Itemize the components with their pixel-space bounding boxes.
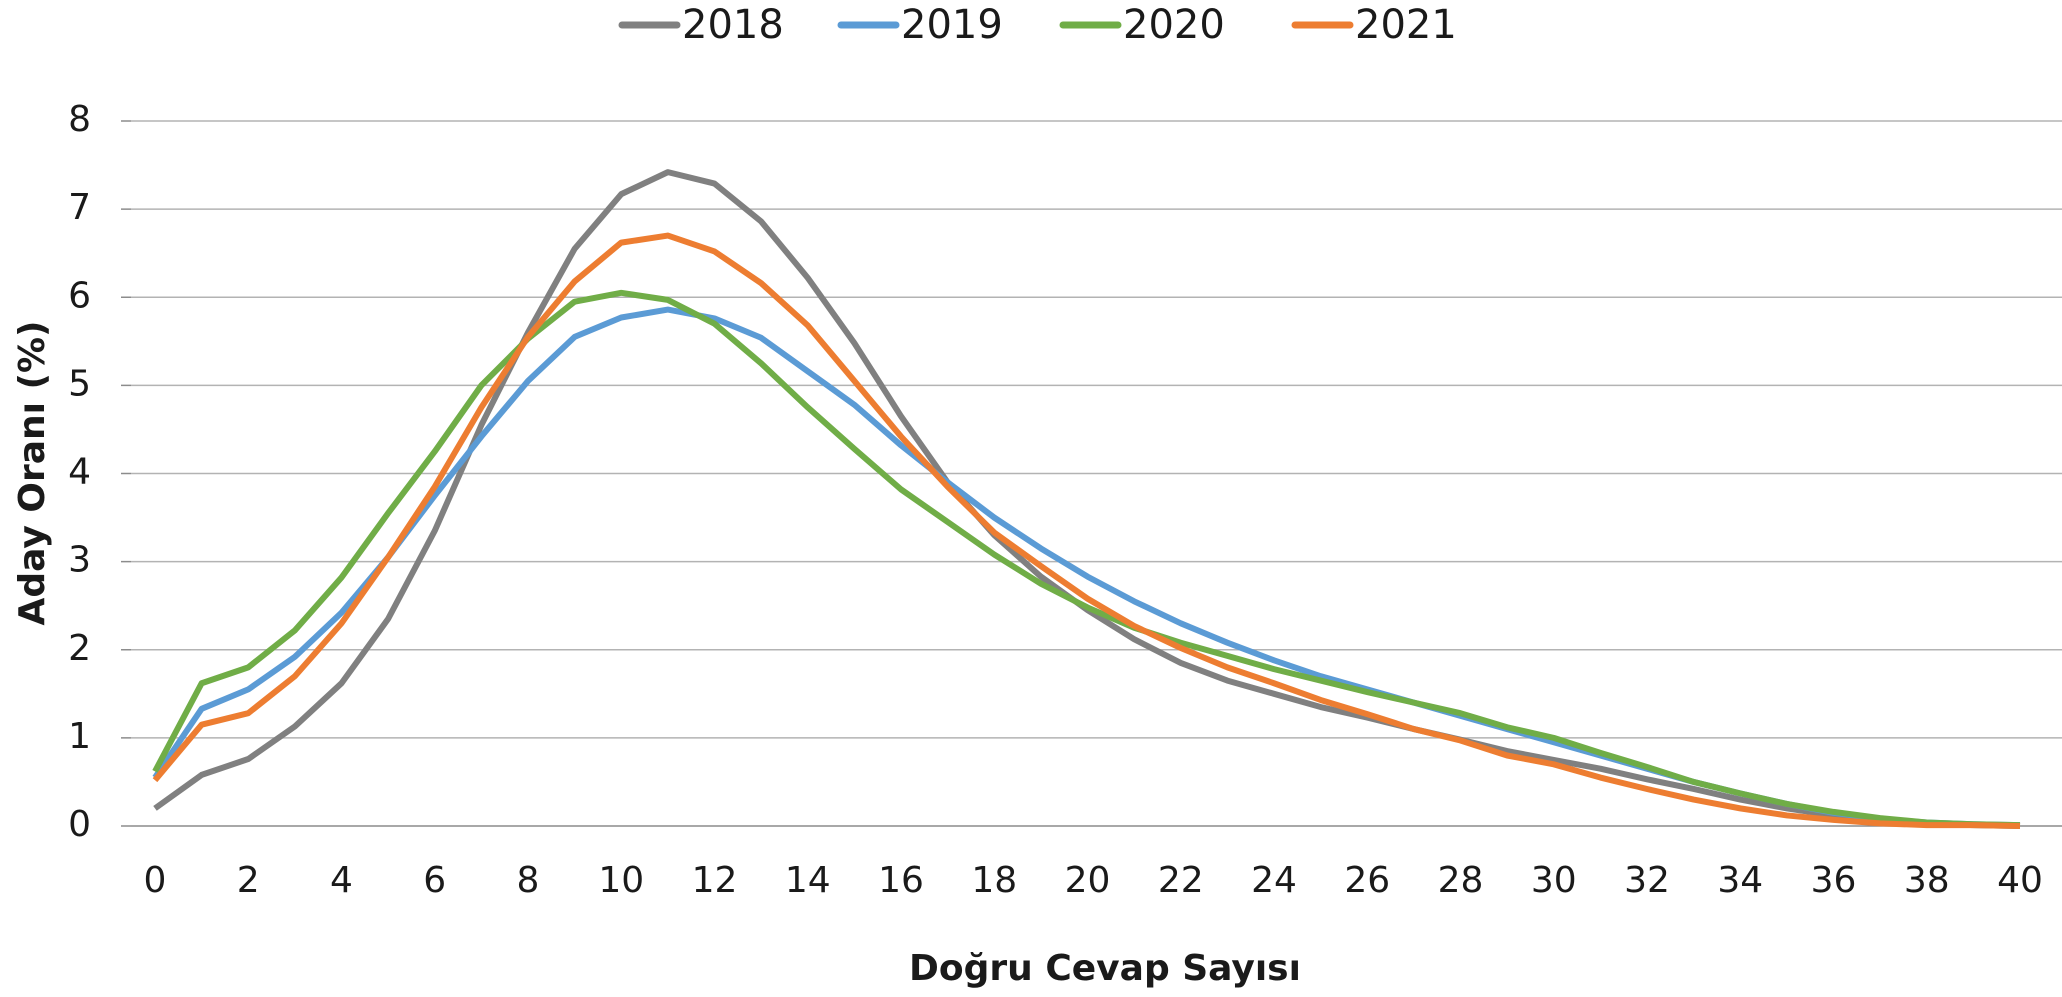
x-tick-label: 36: [1811, 860, 1857, 901]
series-line: [152, 289, 2021, 829]
x-tick-label: 14: [785, 860, 831, 901]
x-tick-label: 26: [1344, 860, 1390, 901]
legend-label: 2020: [1123, 2, 1225, 48]
x-tick-label: 2: [237, 860, 260, 901]
x-tick-label: 22: [1158, 860, 1204, 901]
x-tick-label: 38: [1904, 860, 1950, 901]
series-line: [152, 232, 2021, 829]
x-tick-label: 10: [598, 860, 644, 901]
x-tick-label: 28: [1438, 860, 1484, 901]
x-tick-label: 12: [692, 860, 738, 901]
x-tick-label: 30: [1531, 860, 1577, 901]
y-tick-label: 0: [68, 804, 91, 845]
x-tick-label: 20: [1065, 860, 1111, 901]
x-tick-label: 8: [517, 860, 540, 901]
legend-label: 2019: [901, 2, 1003, 48]
x-tick-label: 0: [144, 860, 167, 901]
y-tick-label: 4: [68, 452, 91, 493]
x-tick-label: 4: [330, 860, 353, 901]
y-tick-label: 2: [68, 628, 91, 669]
x-tick-label: 24: [1251, 860, 1297, 901]
series-line: [152, 306, 2021, 829]
y-tick-label: 5: [68, 363, 91, 404]
y-tick-label: 8: [68, 99, 91, 140]
x-tick-label: 18: [971, 860, 1017, 901]
y-tick-label: 7: [68, 187, 91, 228]
x-tick-label: 32: [1624, 860, 1670, 901]
x-tick-label: 16: [878, 860, 924, 901]
legend-label: 2021: [1355, 2, 1457, 48]
y-axis-title: Aday Oranı (%): [12, 321, 53, 626]
legend-label: 2018: [682, 2, 784, 48]
y-tick-label: 6: [68, 275, 91, 316]
x-tick-label: 6: [423, 860, 446, 901]
x-axis-title: Doğru Cevap Sayısı: [909, 948, 1301, 989]
y-tick-label: 3: [68, 540, 91, 581]
y-tick-label: 1: [68, 716, 91, 757]
x-tick-label: 40: [1997, 860, 2043, 901]
x-tick-label: 34: [1717, 860, 1763, 901]
